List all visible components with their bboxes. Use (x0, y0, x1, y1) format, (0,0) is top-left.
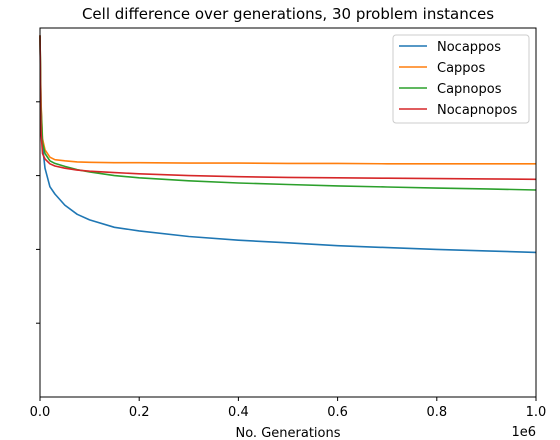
x-tick-label: 0.0 (30, 405, 51, 420)
series-line-nocapnopos (39, 35, 537, 181)
x-tick-label: 0.4 (228, 405, 249, 420)
legend-box (392, 34, 530, 124)
series-line-cappos (39, 35, 536, 165)
series-line-capnopos (39, 35, 537, 191)
x-axis: 0.0 0.2 0.4 0.6 0.8 1.0 (30, 397, 547, 420)
chart-title: Cell difference over generations, 30 pro… (82, 5, 494, 23)
x-tick-label: 0.6 (327, 405, 348, 420)
legend-label: Cappos (437, 61, 486, 76)
x-axis-label: No. Generations (235, 426, 340, 440)
plot-area (39, 35, 537, 254)
legend-label: Nocappos (437, 40, 501, 55)
x-offset-text: 1e6 (511, 425, 536, 440)
x-tick-label: 0.8 (426, 405, 447, 420)
legend-label: Nocapnopos (437, 103, 517, 118)
legend: Nocappos Cappos Capnopos Nocapnopos (392, 34, 530, 124)
series-line-nocappos (39, 35, 537, 254)
x-tick-label: 0.2 (129, 405, 150, 420)
x-tick-label: 1.0 (526, 405, 547, 420)
legend-label: Capnopos (437, 82, 502, 97)
y-axis (36, 101, 40, 324)
plot-frame (39, 27, 537, 398)
